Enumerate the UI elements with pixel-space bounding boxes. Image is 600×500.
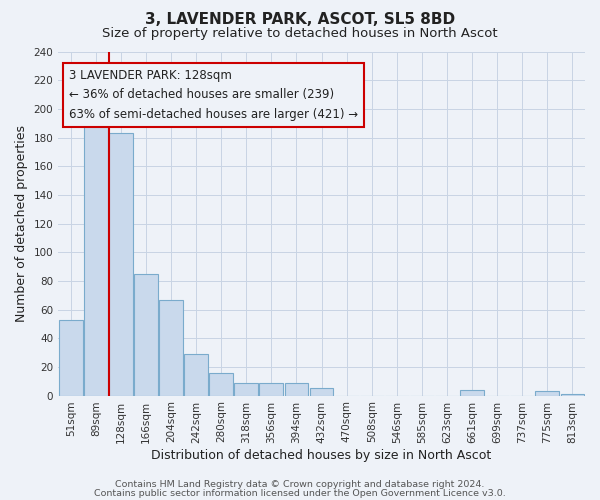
Bar (310, 388, 334, 396)
Bar (284, 382, 308, 396)
Bar (84, 122, 108, 396)
Bar (209, 372, 233, 396)
Y-axis label: Number of detached properties: Number of detached properties (15, 125, 28, 322)
Bar (235, 382, 258, 396)
Text: Contains public sector information licensed under the Open Government Licence v3: Contains public sector information licen… (94, 488, 506, 498)
Bar (159, 300, 183, 396)
Bar (59, 320, 83, 396)
Bar (560, 394, 584, 396)
X-axis label: Distribution of detached houses by size in North Ascot: Distribution of detached houses by size … (151, 450, 492, 462)
Bar (184, 354, 208, 396)
Bar (535, 392, 559, 396)
Bar (259, 382, 283, 396)
Text: 3 LAVENDER PARK: 128sqm
← 36% of detached houses are smaller (239)
63% of semi-d: 3 LAVENDER PARK: 128sqm ← 36% of detache… (69, 68, 358, 120)
Bar (134, 274, 158, 396)
Text: Size of property relative to detached houses in North Ascot: Size of property relative to detached ho… (102, 28, 498, 40)
Text: Contains HM Land Registry data © Crown copyright and database right 2024.: Contains HM Land Registry data © Crown c… (115, 480, 485, 489)
Text: 3, LAVENDER PARK, ASCOT, SL5 8BD: 3, LAVENDER PARK, ASCOT, SL5 8BD (145, 12, 455, 28)
Bar (460, 390, 484, 396)
Bar (109, 133, 133, 396)
